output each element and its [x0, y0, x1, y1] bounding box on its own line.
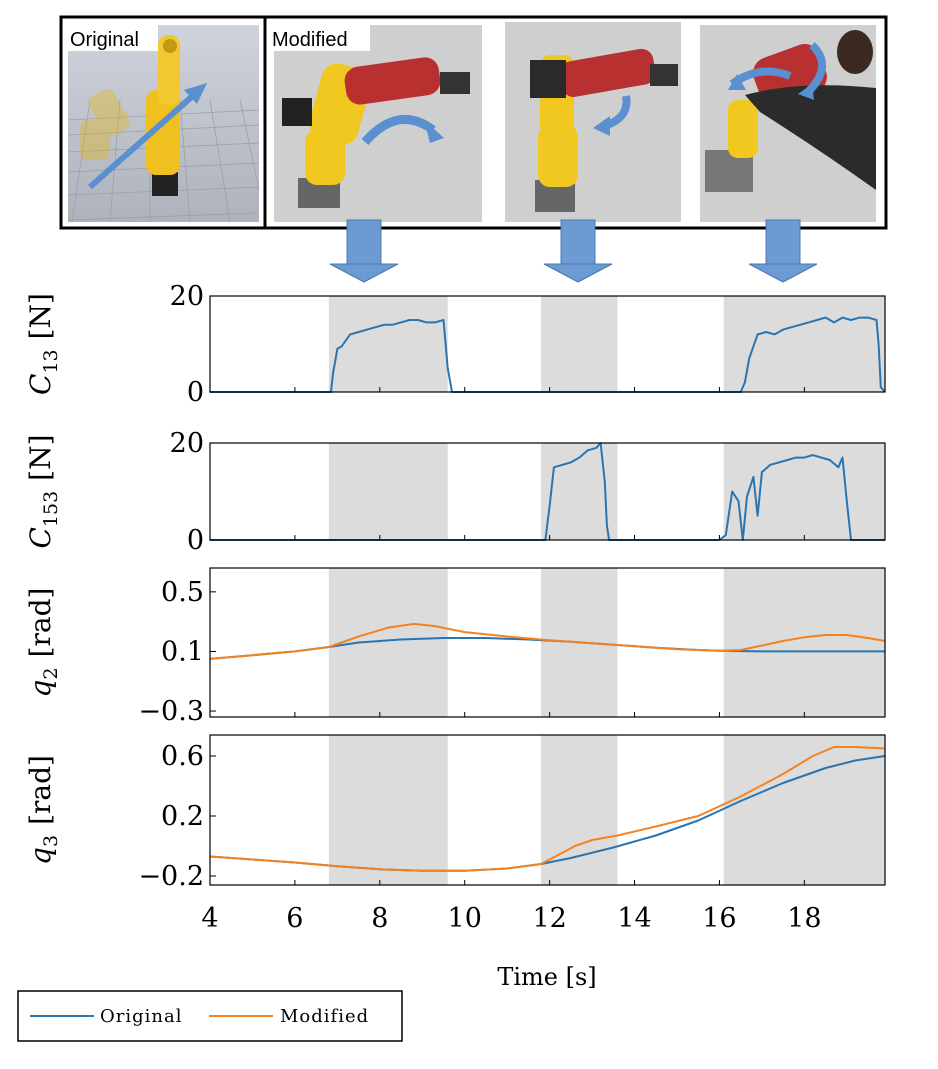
y-axis-label: q2 [rad] [24, 588, 62, 698]
x-axis-label: Time [s] [497, 963, 596, 991]
photo-1-robot-body [305, 130, 345, 185]
shaded-region-1 [328, 296, 448, 392]
series-line-modified [209, 746, 886, 872]
shaded-region-2 [541, 735, 618, 885]
y-axis-label-symbol: q [24, 847, 57, 865]
shaded-region-2 [541, 296, 618, 392]
chart-panel-4: −0.2 0.2 0.6 4 6 8 10 12 14 16 18 q3 [rad] [24, 734, 886, 934]
down-arrow-2 [543, 219, 613, 283]
photo-3-rotation-arrow-left-head [728, 74, 746, 90]
photo-1-tool [440, 72, 470, 94]
photo-1-sleeve [344, 57, 441, 105]
sim-robot-arm [158, 35, 180, 105]
photo-3-person-head [837, 30, 873, 74]
y-tick-label: 0 [187, 525, 204, 556]
y-axis-label: C153 [N] [24, 434, 62, 548]
y-tick-label: −0.2 [138, 861, 204, 892]
y-axis-label-symbol: C [24, 527, 57, 548]
photo-strip: Original Modified [59, 15, 888, 230]
y-axis-label-unit: [rad] [24, 755, 57, 825]
down-arrow-1 [329, 219, 399, 283]
shaded-region-3 [723, 735, 885, 885]
x-tick-label: 16 [702, 903, 736, 934]
y-tick-label: 0 [187, 377, 204, 408]
x-tick-label: 14 [617, 903, 651, 934]
y-axis-label-subscript: 153 [40, 491, 62, 527]
sim-direction-arrow-shaft [88, 90, 198, 190]
y-axis-label: C13 [N] [24, 293, 62, 395]
x-tick-label: 12 [532, 903, 566, 934]
photo-1-rotation-arrow-head [424, 120, 444, 143]
x-tick-label: 10 [448, 903, 482, 934]
legend-label-modified: Modified [280, 1006, 369, 1027]
photo-2-sleeve [559, 48, 656, 97]
plot-frame [209, 442, 886, 541]
legend: Original Modified [17, 990, 403, 1042]
photo-3-rotation-arrow-right-head [798, 84, 814, 100]
shaded-region-1 [328, 568, 448, 717]
modified-label: Modified [272, 29, 348, 51]
y-tick-label: 0.2 [161, 801, 204, 832]
sim-robot-joint [163, 39, 177, 53]
y-axis-label-symbol: q [24, 680, 57, 698]
y-tick-label: 20 [170, 428, 204, 459]
down-arrows [329, 219, 818, 283]
y-tick-label: 0.1 [161, 636, 204, 667]
plot-frame [209, 295, 886, 393]
y-axis-label: q3 [rad] [24, 755, 62, 865]
photo-1-glove [282, 98, 312, 126]
down-arrow-3 [748, 219, 818, 283]
y-axis-label-unit: [N] [24, 293, 57, 339]
photo-2-robot-body [538, 125, 578, 187]
shaded-region-1 [328, 443, 448, 540]
chart-panel-1: 0 20 C13 [N] [24, 281, 886, 408]
photo-2-bg [505, 22, 681, 222]
sim-direction-arrow-head [184, 83, 207, 104]
chart-panels: 020C13[N]020C153[N]−0.30.10.5q2[rad]−0.2… [24, 281, 886, 934]
y-axis-label-unit: [N] [24, 434, 57, 480]
shaded-region-3 [723, 443, 885, 540]
photo-2-rotation-arrow-head [593, 116, 610, 136]
series-line-original [210, 442, 885, 541]
y-axis-label-subscript: 3 [40, 835, 62, 847]
y-tick-label: 20 [170, 281, 204, 312]
photo-2-hand [530, 60, 566, 98]
legend-label-original: Original [100, 1006, 182, 1027]
photo-3-person [745, 85, 876, 190]
shaded-region-1 [328, 735, 448, 885]
modified-photo-1 [274, 25, 482, 222]
x-tick-label: 6 [286, 903, 303, 934]
y-tick-label: 0.5 [161, 577, 204, 608]
x-tick-label: 18 [787, 903, 821, 934]
modified-photo-3 [700, 25, 876, 222]
chart-panel-2: 0 20 C153 [N] [24, 428, 886, 556]
y-tick-label: 0.6 [161, 741, 204, 772]
original-label: Original [70, 29, 139, 51]
plot-frame [209, 734, 886, 886]
chart-panel-3: −0.3 0.1 0.5 q2 [rad] [24, 567, 886, 727]
plot-frame [209, 567, 886, 718]
series-line-modified [209, 622, 886, 660]
y-axis-label-symbol: C [24, 374, 57, 395]
y-tick-label: −0.3 [138, 696, 204, 727]
sim-robot-base [152, 172, 178, 196]
modified-photo-2 [505, 22, 681, 222]
x-tick-label: 4 [201, 903, 218, 934]
shaded-region-3 [723, 296, 885, 392]
photo-3-robot-body [728, 100, 758, 158]
y-axis-label-unit: [rad] [24, 588, 57, 658]
x-tick-label: 8 [371, 903, 388, 934]
original-label-bg [68, 25, 158, 51]
photo-2-tool [650, 64, 678, 86]
y-axis-label-subscript: 13 [40, 349, 62, 373]
y-axis-label-subscript: 2 [40, 667, 62, 679]
original-sim-image [67, 25, 260, 223]
modified-label-bg [270, 25, 370, 51]
sim-robot-ghost [80, 88, 130, 160]
shaded-region-3 [723, 568, 885, 717]
